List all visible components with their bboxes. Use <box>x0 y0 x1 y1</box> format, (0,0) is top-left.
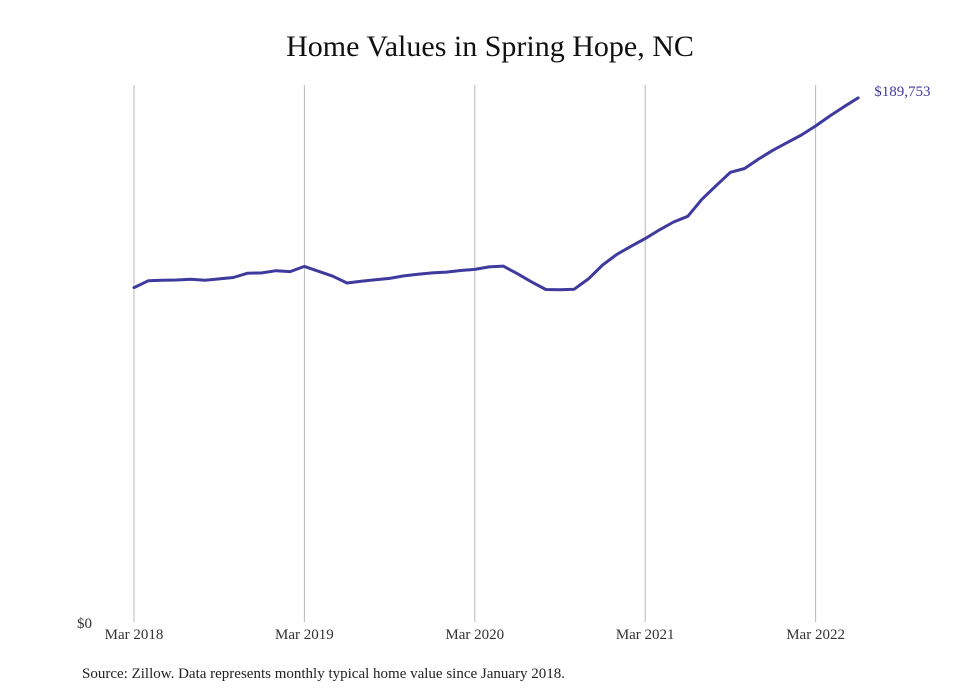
x-tick-label: Mar 2022 <box>786 627 845 643</box>
grid-lines <box>133 85 817 622</box>
end-value-label: $189,753 <box>874 84 930 100</box>
series-layer <box>132 96 860 292</box>
source-note: Source: Zillow. Data represents monthly … <box>82 666 566 682</box>
series-line-0 <box>132 96 860 292</box>
x-tick-label: Mar 2018 <box>105 627 164 643</box>
chart-title: Home Values in Spring Hope, NC <box>286 30 694 63</box>
x-axis-ticks: Mar 2018 Mar 2019 Mar 2020 Mar 2021 Mar 2022 <box>105 627 845 643</box>
x-tick-label: Mar 2019 <box>275 627 334 643</box>
y-tick-label: $0 <box>77 616 92 632</box>
end-label-layer: $189,753 <box>874 84 930 100</box>
y-axis-ticks: $0 <box>77 616 92 632</box>
x-tick-label: Mar 2020 <box>445 627 504 643</box>
x-tick-label: Mar 2021 <box>616 627 675 643</box>
